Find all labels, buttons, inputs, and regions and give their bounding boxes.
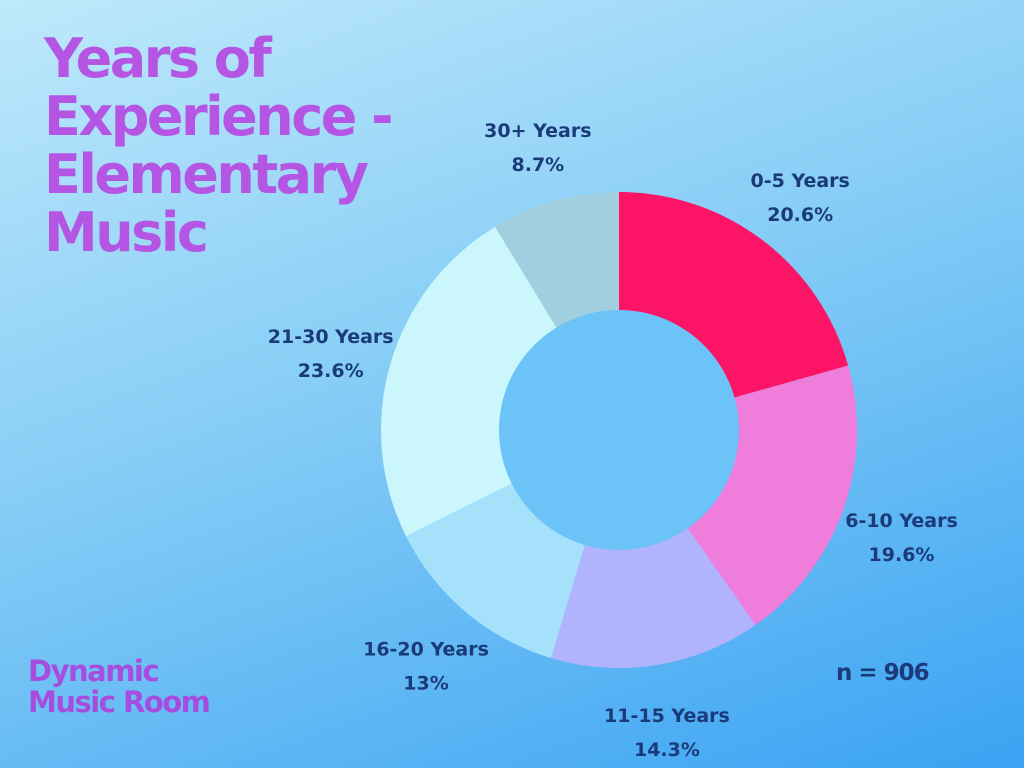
slice-category-label: 21-30 Years — [268, 326, 394, 348]
slice-category-label: 30+ Years — [484, 120, 591, 142]
sample-size-label: n = 906 — [836, 660, 930, 686]
brand-logo: Dynamic Music Room — [28, 656, 268, 718]
brand-line-2: Music Room — [28, 685, 211, 719]
slice-category-label: 6-10 Years — [845, 510, 958, 532]
slice-value-label: 8.7% — [512, 154, 565, 176]
slice-category-label: 11-15 Years — [604, 705, 730, 727]
slice-labels: 0-5 Years 20.6% 6-10 Years 19.6% 11-15 Years… — [268, 120, 958, 761]
donut-hole — [499, 310, 739, 550]
chart-title: Years of Experience - Elementary Music — [44, 27, 394, 264]
brand-line-1: Dynamic — [28, 654, 160, 688]
slice-value-label: 14.3% — [634, 739, 700, 761]
slice-value-label: 19.6% — [869, 544, 935, 566]
slice-category-label: 0-5 Years — [751, 170, 850, 192]
slice-value-label: 13% — [403, 673, 448, 695]
slice-label: 6-10 Years 19.6% — [845, 510, 958, 566]
slice-category-label: 16-20 Years — [363, 639, 489, 661]
slice-value-label: 20.6% — [767, 204, 833, 226]
slice-label: 16-20 Years 13% — [363, 639, 489, 695]
slice-value-label: 23.6% — [298, 360, 364, 382]
slice-label: 30+ Years 8.7% — [484, 120, 591, 176]
slice-label: 21-30 Years 23.6% — [268, 326, 394, 382]
slice-label: 11-15 Years 14.3% — [604, 705, 730, 761]
slice-label: 0-5 Years 20.6% — [751, 170, 850, 226]
